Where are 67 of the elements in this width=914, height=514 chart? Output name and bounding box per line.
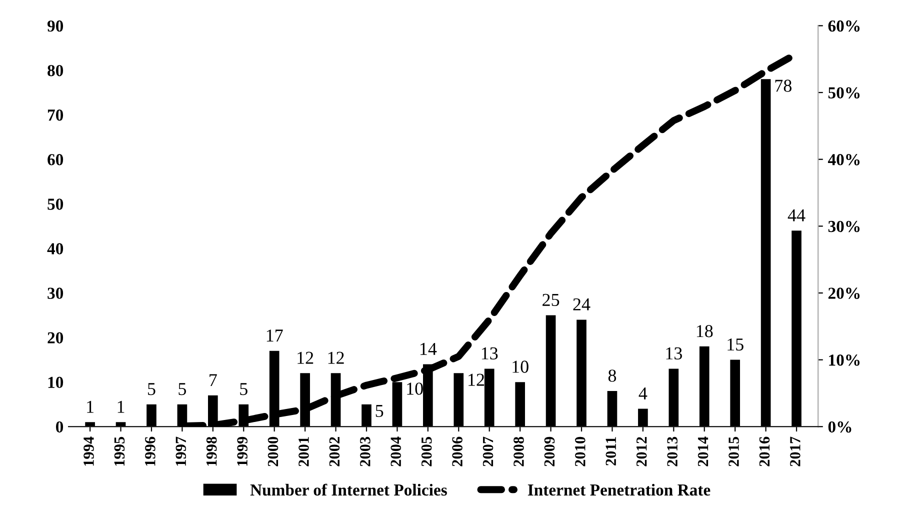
y2-tick-label: 20%: [828, 288, 860, 299]
y-tick-label: 50: [48, 198, 64, 210]
y-tick-label: 0: [56, 421, 64, 433]
y2-tick-label: 60%: [828, 20, 860, 32]
x-tick-label: 2007: [482, 436, 494, 466]
x-tick-label: 1998: [206, 436, 217, 466]
y2-tick-label: 0%: [828, 421, 852, 433]
x-tick-label: 2001: [298, 437, 309, 466]
y-tick-label: 70: [48, 109, 64, 121]
data-label: 25: [542, 294, 560, 306]
x-tick-label: 2014: [698, 436, 708, 466]
x-tick-label: 2005: [421, 436, 432, 466]
x-tick-label: 1997: [176, 436, 186, 466]
data-label: 12: [468, 374, 484, 386]
x-tick-label: 2016: [759, 436, 770, 466]
y-tick-label: 10: [48, 376, 64, 388]
data-label: 8: [608, 370, 616, 382]
legend-label: Internet Penetration Rate: [528, 484, 710, 496]
y2-tick-label: 40%: [828, 154, 860, 166]
y-tick-label: 30: [48, 288, 64, 299]
data-label: 17: [266, 330, 283, 342]
data-label: 5: [148, 383, 156, 396]
x-tick-label: 2015: [728, 436, 739, 466]
data-label: 10: [407, 382, 423, 395]
y-tick-label: 40: [47, 243, 64, 254]
data-label: 7: [210, 374, 217, 386]
y2-tick-label: 30%: [828, 220, 860, 232]
data-label: 1: [87, 400, 94, 413]
x-tick-label: 2002: [329, 437, 340, 466]
x-tick-label: 2010: [575, 436, 586, 466]
y-tick-label: 20: [48, 332, 64, 344]
x-tick-label: 2013: [667, 436, 678, 466]
y-tick-label: 80: [48, 64, 64, 76]
data-label: 12: [328, 352, 344, 364]
x-tick-label: 1999: [237, 436, 248, 466]
x-tick-label: 1995: [114, 436, 125, 466]
data-label: 18: [696, 325, 713, 338]
x-tick-label: 2009: [544, 436, 555, 466]
data-label: 12: [298, 352, 314, 364]
x-tick-label: 2000: [268, 436, 278, 466]
x-tick-label: 2004: [390, 436, 402, 466]
data-label: 1: [118, 400, 124, 413]
data-label: 14: [420, 342, 437, 355]
data-label: 10: [512, 360, 528, 373]
x-tick-label: 2011: [606, 437, 616, 466]
x-tick-label: 2008: [514, 436, 524, 466]
y-tick-label: 90: [47, 20, 64, 32]
data-label: 78: [775, 80, 792, 92]
data-label: 5: [376, 405, 384, 418]
data-label: 15: [728, 338, 744, 351]
data-label: 24: [573, 298, 590, 310]
x-tick-label: 2017: [790, 436, 800, 466]
y2-tick-label: 50%: [828, 87, 860, 99]
x-tick-label: 2006: [452, 436, 462, 466]
y2-tick-label: 10%: [829, 354, 860, 366]
data-label: 4: [638, 388, 648, 400]
data-label: 13: [482, 347, 498, 360]
x-tick-label: 1996: [145, 436, 156, 466]
x-tick-label: 2003: [360, 436, 370, 466]
legend-label: Number of Internet Policies: [250, 484, 447, 496]
data-label: 5: [240, 383, 248, 396]
data-label: 44: [788, 209, 806, 222]
data-label: 13: [666, 347, 682, 360]
x-tick-label: 1994: [84, 436, 94, 466]
x-tick-label: 2012: [636, 437, 647, 466]
data-label: 5: [178, 383, 186, 396]
y-tick-label: 60: [48, 154, 64, 166]
